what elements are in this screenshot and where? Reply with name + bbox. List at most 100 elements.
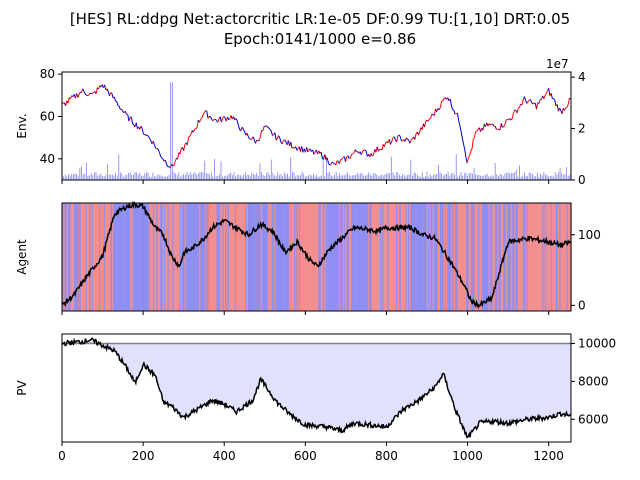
action-shade (360, 203, 363, 311)
action-shade (233, 203, 236, 311)
action-shade (412, 203, 414, 311)
action-shade (498, 203, 500, 311)
price-segment (108, 92, 112, 97)
action-shade (513, 203, 515, 311)
action-shade (559, 203, 561, 311)
action-shade (359, 203, 362, 311)
action-shade (409, 203, 411, 311)
action-shade (220, 203, 222, 311)
price-segment (247, 136, 250, 139)
price-segment (330, 161, 333, 166)
action-shade (506, 203, 509, 311)
price-segment (396, 135, 399, 143)
price-segment (512, 109, 516, 114)
action-shade (358, 203, 360, 311)
action-shade (356, 203, 358, 311)
price-segment (171, 163, 174, 167)
action-shade (163, 203, 166, 311)
price-segment (164, 160, 168, 165)
action-shade (238, 203, 240, 311)
action-shade (135, 203, 137, 311)
action-shade (95, 203, 97, 311)
price-segment (347, 155, 350, 159)
action-shade (339, 203, 341, 311)
price-segment (87, 94, 89, 97)
action-shade (114, 203, 116, 311)
action-shade (215, 203, 217, 311)
action-shade (223, 203, 226, 311)
action-shade (431, 203, 433, 311)
action-shade (405, 203, 408, 311)
price-segment (200, 117, 203, 120)
action-shade (470, 203, 473, 311)
price-segment (284, 139, 287, 142)
action-shade (486, 203, 488, 311)
price-segment (161, 157, 164, 160)
action-shade (371, 203, 373, 311)
action-shade (131, 203, 133, 311)
price-segment (147, 136, 151, 139)
action-shade (336, 203, 339, 311)
action-shade (158, 203, 161, 311)
action-shade (243, 203, 245, 311)
action-shade (500, 203, 503, 311)
price-segment (135, 122, 138, 129)
action-shade (429, 203, 431, 311)
price-segment (461, 138, 465, 145)
action-shade (277, 203, 280, 311)
action-shade (317, 203, 319, 311)
action-shade (463, 203, 466, 311)
price-segment (471, 139, 474, 149)
action-shade (137, 203, 139, 311)
env-right-multiplier: 1e7 (546, 57, 569, 71)
price-segment (511, 112, 514, 119)
price-segment (341, 157, 344, 160)
action-shade (347, 203, 350, 311)
action-shade (491, 203, 493, 311)
price-segment (517, 106, 520, 109)
action-shade (183, 203, 185, 311)
price-segment (553, 98, 556, 101)
price-segment (196, 119, 199, 128)
price-segment (561, 108, 564, 114)
action-shade (173, 203, 176, 311)
action-shade (366, 203, 369, 311)
price-segment (177, 152, 180, 160)
action-shade (404, 203, 406, 311)
action-shade (286, 203, 288, 311)
action-shade (364, 203, 367, 311)
price-segment (188, 136, 191, 138)
env-frame (61, 71, 572, 181)
action-shade (468, 203, 470, 311)
action-shade (194, 203, 196, 311)
action-shade (483, 203, 486, 311)
agent-position-line (61, 200, 571, 310)
action-shade (268, 203, 270, 311)
action-shade (521, 203, 524, 311)
price-segment (424, 120, 427, 128)
price-segment (274, 132, 277, 141)
action-shade (64, 203, 66, 311)
action-shade (348, 203, 351, 311)
action-shade (261, 203, 264, 311)
price-segment (545, 90, 548, 94)
action-shade (531, 203, 533, 311)
action-shade (421, 203, 424, 311)
price-segment (460, 131, 463, 139)
action-shade (492, 203, 494, 311)
price-segment (132, 123, 135, 126)
action-shade (66, 203, 69, 311)
action-shade (403, 203, 405, 311)
action-shade (342, 203, 345, 311)
action-shade (562, 203, 565, 311)
price-segment (127, 114, 130, 122)
action-shade (551, 203, 554, 311)
action-shade (386, 203, 388, 311)
price-segment (166, 164, 169, 167)
price-segment (504, 119, 507, 125)
action-shade (276, 203, 279, 311)
price-segment (209, 116, 213, 120)
action-shade (314, 203, 317, 311)
action-shade (343, 203, 346, 311)
